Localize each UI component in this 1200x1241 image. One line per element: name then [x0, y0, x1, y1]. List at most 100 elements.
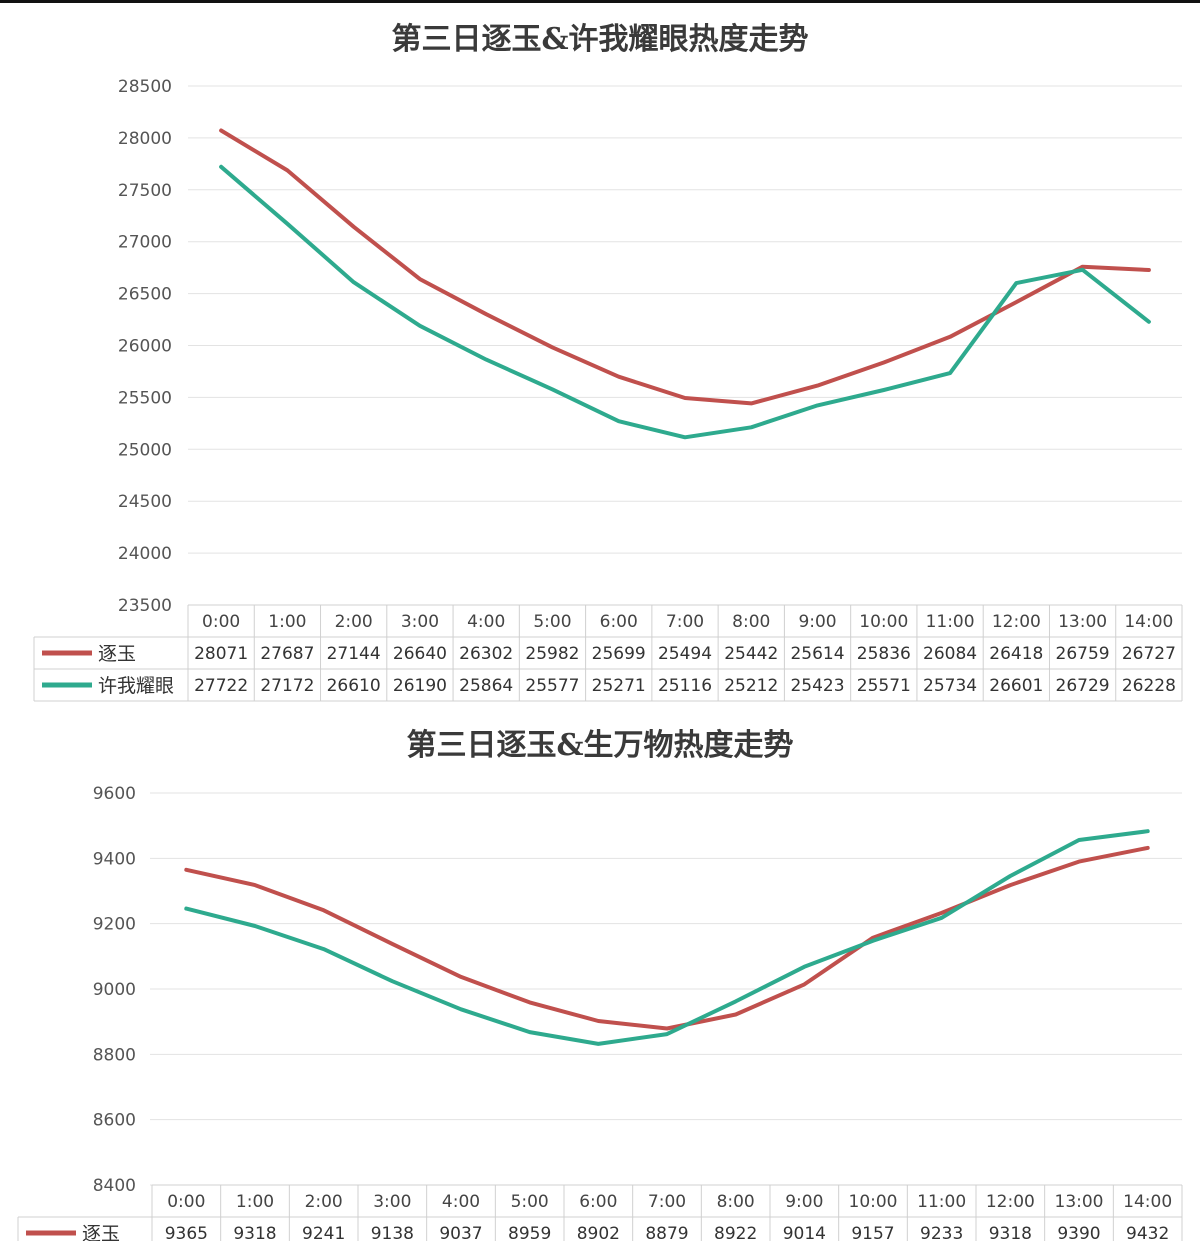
x-tick-label: 5:00	[511, 1192, 549, 1212]
y-tick-label: 27000	[118, 233, 172, 253]
y-tick-label: 26500	[118, 285, 172, 305]
x-tick-label: 1:00	[268, 612, 306, 632]
data-label: 26727	[1122, 644, 1176, 664]
data-label: 26302	[459, 644, 513, 664]
data-label: 27687	[260, 644, 314, 664]
data-label: 26610	[327, 676, 381, 696]
data-label: 9014	[783, 1224, 826, 1241]
x-tick-label: 3:00	[401, 612, 439, 632]
x-tick-label: 4:00	[467, 612, 505, 632]
x-tick-label: 11:00	[926, 612, 975, 632]
x-tick-label: 2:00	[305, 1192, 343, 1212]
x-tick-label: 1:00	[236, 1192, 274, 1212]
data-label: 26084	[923, 644, 977, 664]
y-tick-label: 25000	[118, 440, 172, 460]
data-label: 8902	[577, 1224, 620, 1241]
data-label: 25836	[857, 644, 911, 664]
data-label: 26640	[393, 644, 447, 664]
y-tick-label: 24000	[118, 544, 172, 564]
x-tick-label: 3:00	[373, 1192, 411, 1212]
data-label: 25571	[857, 676, 911, 696]
x-tick-label: 4:00	[442, 1192, 480, 1212]
x-tick-label: 7:00	[648, 1192, 686, 1212]
data-label: 8959	[508, 1224, 551, 1241]
x-tick-label: 9:00	[785, 1192, 823, 1212]
data-label: 9138	[371, 1224, 414, 1241]
x-tick-label: 14:00	[1124, 612, 1173, 632]
data-label: 26759	[1056, 644, 1110, 664]
y-tick-label: 9400	[93, 849, 136, 869]
x-tick-label: 0:00	[202, 612, 240, 632]
data-label: 9365	[165, 1224, 208, 1241]
legend-label-1: 逐玉	[98, 643, 136, 665]
series-line-1	[219, 128, 1151, 406]
x-tick-label: 10:00	[849, 1192, 898, 1212]
data-label: 28071	[194, 644, 248, 664]
y-tick-label: 27500	[118, 181, 172, 201]
x-tick-label: 6:00	[600, 612, 638, 632]
series-line-2	[184, 829, 1150, 1046]
y-tick-label: 9200	[93, 915, 136, 935]
x-tick-label: 11:00	[917, 1192, 966, 1212]
data-label: 25614	[790, 644, 844, 664]
legend-label-1: 逐玉	[82, 1223, 120, 1241]
data-label: 27144	[327, 644, 381, 664]
series-line-1	[184, 845, 1150, 1031]
data-label: 25699	[592, 644, 646, 664]
data-label: 8922	[714, 1224, 757, 1241]
data-label: 26228	[1122, 676, 1176, 696]
data-label: 27172	[260, 676, 314, 696]
x-tick-label: 9:00	[798, 612, 836, 632]
data-label: 8879	[645, 1224, 688, 1241]
chart-1-svg: 23500 24000 24500 25000 25500 26000 26500 27000…	[33, 77, 1183, 702]
data-label: 25423	[790, 676, 844, 696]
y-tick-label: 9600	[93, 784, 136, 804]
data-label: 9318	[989, 1224, 1032, 1241]
x-tick-label: 8:00	[717, 1192, 755, 1212]
data-label: 25442	[724, 644, 778, 664]
data-label: 25734	[923, 676, 977, 696]
data-label: 26601	[989, 676, 1043, 696]
legend-label-2: 许我耀眼	[98, 675, 174, 697]
y-tick-label: 25500	[118, 388, 172, 408]
x-tick-label: 8:00	[732, 612, 770, 632]
y-tick-label: 28000	[118, 129, 172, 149]
y-tick-label: 26000	[118, 337, 172, 357]
data-label: 9432	[1126, 1224, 1169, 1241]
x-tick-label: 6:00	[579, 1192, 617, 1212]
y-tick-label: 8400	[93, 1176, 136, 1196]
data-label: 9390	[1057, 1224, 1100, 1241]
y-tick-label: 8800	[93, 1045, 136, 1065]
x-tick-label: 7:00	[666, 612, 704, 632]
y-tick-label: 9000	[93, 980, 136, 1000]
data-label: 26190	[393, 676, 447, 696]
data-label: 25116	[658, 676, 712, 696]
x-tick-label: 2:00	[335, 612, 373, 632]
chart-2-title: 第三日逐玉&生万物热度走势	[406, 728, 794, 763]
data-label: 25577	[525, 676, 579, 696]
data-label: 9157	[851, 1224, 894, 1241]
data-label: 9318	[233, 1224, 276, 1241]
x-tick-label: 10:00	[859, 612, 908, 632]
data-label: 26729	[1056, 676, 1110, 696]
chart-1-title: 第三日逐玉&许我耀眼热度走势	[391, 22, 809, 57]
series-line-2	[219, 164, 1151, 440]
top-border	[0, 0, 1200, 3]
y-tick-label: 28500	[118, 77, 172, 97]
x-tick-label: 0:00	[167, 1192, 205, 1212]
data-label: 25494	[658, 644, 712, 664]
data-label: 9233	[920, 1224, 963, 1241]
data-label: 25271	[592, 676, 646, 696]
x-tick-label: 5:00	[533, 612, 571, 632]
y-tick-label: 23500	[118, 596, 172, 616]
x-tick-label: 12:00	[986, 1192, 1035, 1212]
data-label: 9241	[302, 1224, 345, 1241]
data-label: 27722	[194, 676, 248, 696]
x-tick-label: 14:00	[1123, 1192, 1172, 1212]
data-label: 25212	[724, 676, 778, 696]
data-label: 9037	[439, 1224, 482, 1241]
data-label: 25864	[459, 676, 513, 696]
x-tick-label: 12:00	[992, 612, 1041, 632]
x-tick-label: 13:00	[1058, 612, 1107, 632]
y-tick-label: 24500	[118, 492, 172, 512]
